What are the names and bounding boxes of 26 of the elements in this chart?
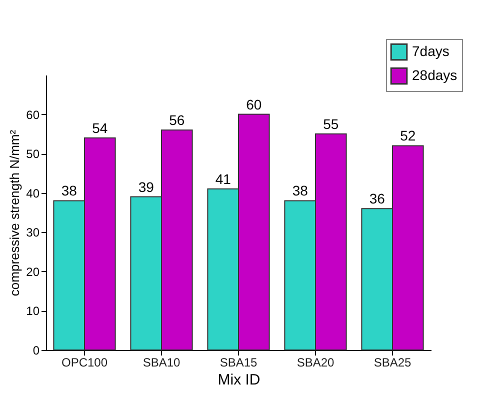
- legend-label: 7days: [412, 43, 450, 59]
- data-label: 56: [169, 112, 185, 128]
- data-label: 38: [292, 182, 308, 199]
- data-label: 54: [92, 120, 108, 136]
- y-tick-label: 40: [26, 186, 40, 200]
- data-label: 55: [323, 116, 339, 132]
- x-tick-label: SBA25: [374, 356, 412, 370]
- y-tick-label: 50: [26, 147, 40, 162]
- x-tick-label: OPC100: [61, 356, 108, 370]
- data-label: 60: [246, 96, 262, 112]
- data-label: 41: [215, 170, 232, 187]
- y-axis-title: compressive strength N/mm²: [7, 129, 22, 296]
- y-tick-label: 0: [32, 344, 40, 358]
- x-axis-title: Mix ID: [218, 372, 260, 388]
- legend-label: 28days: [412, 67, 458, 83]
- x-tick-label: SBA15: [220, 356, 258, 370]
- data-label: 52: [400, 128, 416, 144]
- x-tick-label: SBA20: [296, 356, 335, 370]
- data-label: 36: [369, 190, 386, 207]
- y-tick-label: 30: [26, 226, 40, 240]
- data-label: 39: [138, 178, 154, 195]
- y-tick-label: 60: [26, 108, 40, 122]
- y-tick-label: 10: [26, 304, 40, 318]
- y-tick-label: 20: [26, 264, 40, 279]
- x-tick-label: SBA10: [142, 356, 181, 370]
- data-label: 38: [61, 182, 78, 199]
